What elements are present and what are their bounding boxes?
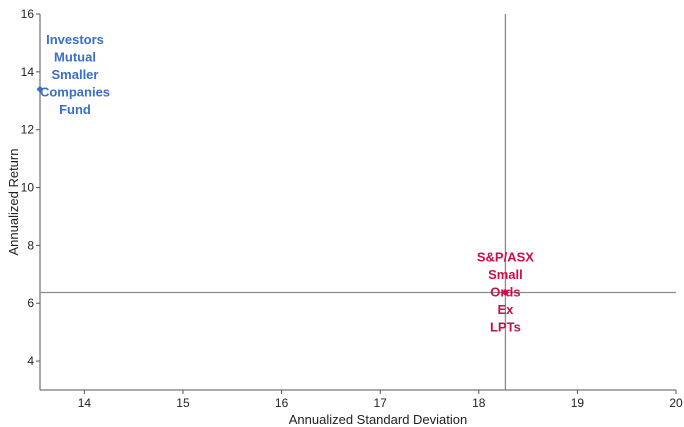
- data-point-marker: [501, 289, 509, 297]
- x-tick-label: 14: [78, 396, 92, 410]
- data-point-marker: [36, 85, 44, 93]
- x-tick-label: 17: [374, 396, 388, 410]
- data-point-label: Small: [488, 267, 523, 282]
- data-point-label: Mutual: [54, 50, 96, 65]
- y-tick-label: 16: [21, 7, 35, 21]
- data-point-label: Ords: [490, 285, 520, 300]
- x-tick-label: 15: [176, 396, 190, 410]
- y-tick-label: 8: [27, 238, 34, 252]
- y-tick-label: 14: [21, 65, 35, 79]
- y-tick-label: 4: [27, 354, 34, 368]
- data-point-label: Fund: [59, 102, 91, 117]
- x-tick-label: 18: [472, 396, 486, 410]
- x-tick-label: 16: [275, 396, 289, 410]
- data-point-label: Ex: [497, 302, 514, 317]
- data-point-label: S&P/ASX: [477, 250, 534, 265]
- data-point-label: Companies: [40, 85, 110, 100]
- x-tick-label: 20: [669, 396, 683, 410]
- y-axis-title: Annualized Return: [6, 149, 21, 256]
- y-tick-label: 10: [21, 181, 35, 195]
- data-point-label: Investors: [46, 32, 104, 47]
- y-tick-label: 6: [27, 296, 34, 310]
- data-point-label: Smaller: [52, 67, 99, 82]
- x-axis-title: Annualized Standard Deviation: [289, 412, 468, 427]
- x-tick-label: 19: [571, 396, 585, 410]
- y-tick-label: 12: [21, 123, 35, 137]
- data-point-label: LPTs: [490, 320, 521, 335]
